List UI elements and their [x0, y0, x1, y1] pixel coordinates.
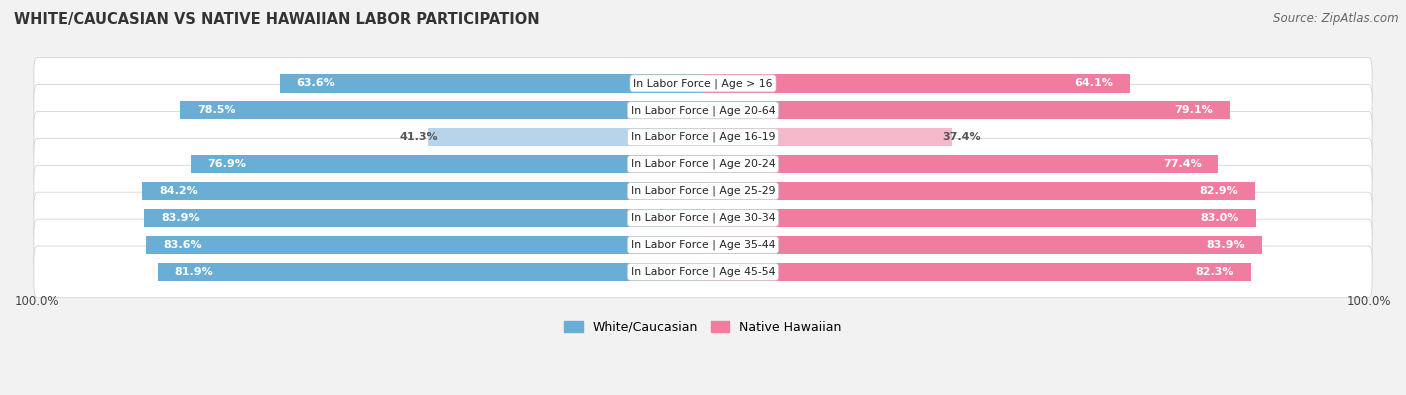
Bar — [703, 101, 1230, 119]
FancyBboxPatch shape — [34, 246, 1372, 298]
Bar — [703, 128, 952, 147]
Bar — [703, 263, 1251, 281]
Text: In Labor Force | Age 25-29: In Labor Force | Age 25-29 — [631, 186, 775, 196]
Text: WHITE/CAUCASIAN VS NATIVE HAWAIIAN LABOR PARTICIPATION: WHITE/CAUCASIAN VS NATIVE HAWAIIAN LABOR… — [14, 12, 540, 27]
Text: 82.3%: 82.3% — [1195, 267, 1234, 277]
Bar — [157, 263, 703, 281]
Bar — [280, 74, 703, 92]
Bar — [142, 182, 703, 200]
Bar — [703, 236, 1261, 254]
FancyBboxPatch shape — [34, 111, 1372, 163]
Text: In Labor Force | Age 20-24: In Labor Force | Age 20-24 — [631, 159, 775, 169]
Text: In Labor Force | Age 45-54: In Labor Force | Age 45-54 — [631, 267, 775, 277]
FancyBboxPatch shape — [34, 219, 1372, 271]
Text: 79.1%: 79.1% — [1174, 105, 1213, 115]
Text: 37.4%: 37.4% — [942, 132, 980, 142]
Text: In Labor Force | Age 35-44: In Labor Force | Age 35-44 — [631, 240, 775, 250]
Text: In Labor Force | Age 16-19: In Labor Force | Age 16-19 — [631, 132, 775, 143]
Text: In Labor Force | Age 30-34: In Labor Force | Age 30-34 — [631, 213, 775, 223]
Text: 83.0%: 83.0% — [1201, 213, 1239, 223]
Text: 83.6%: 83.6% — [163, 240, 201, 250]
Legend: White/Caucasian, Native Hawaiian: White/Caucasian, Native Hawaiian — [560, 316, 846, 339]
FancyBboxPatch shape — [34, 165, 1372, 217]
Bar — [703, 74, 1130, 92]
Bar — [146, 236, 703, 254]
Text: In Labor Force | Age > 16: In Labor Force | Age > 16 — [633, 78, 773, 88]
Bar — [191, 155, 703, 173]
Bar — [180, 101, 703, 119]
Text: Source: ZipAtlas.com: Source: ZipAtlas.com — [1274, 12, 1399, 25]
Bar — [145, 209, 703, 227]
Bar — [703, 209, 1256, 227]
Text: 63.6%: 63.6% — [297, 78, 335, 88]
Text: 77.4%: 77.4% — [1163, 159, 1202, 169]
FancyBboxPatch shape — [34, 58, 1372, 109]
Text: 83.9%: 83.9% — [1206, 240, 1244, 250]
Text: 64.1%: 64.1% — [1074, 78, 1114, 88]
Bar — [703, 182, 1256, 200]
Bar — [427, 128, 703, 147]
FancyBboxPatch shape — [34, 192, 1372, 244]
FancyBboxPatch shape — [34, 85, 1372, 136]
Text: 81.9%: 81.9% — [174, 267, 214, 277]
Text: 41.3%: 41.3% — [399, 132, 439, 142]
Text: 76.9%: 76.9% — [208, 159, 246, 169]
Text: 82.9%: 82.9% — [1199, 186, 1239, 196]
Bar — [703, 155, 1218, 173]
Text: 83.9%: 83.9% — [162, 213, 200, 223]
Text: 78.5%: 78.5% — [197, 105, 236, 115]
FancyBboxPatch shape — [34, 138, 1372, 190]
Text: 84.2%: 84.2% — [159, 186, 198, 196]
Text: In Labor Force | Age 20-64: In Labor Force | Age 20-64 — [631, 105, 775, 116]
